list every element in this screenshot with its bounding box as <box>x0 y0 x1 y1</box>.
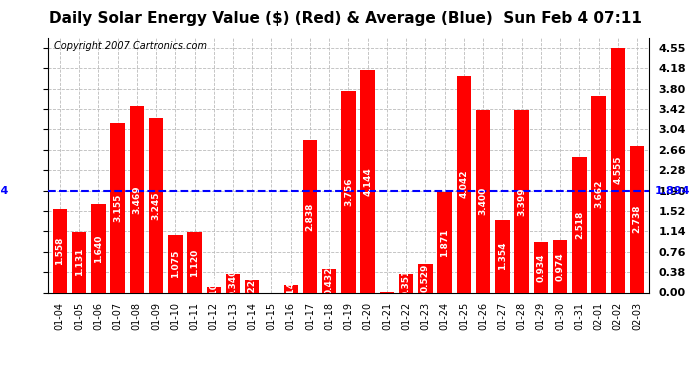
Bar <box>149 118 164 292</box>
Bar <box>322 269 337 292</box>
Bar <box>418 264 433 292</box>
Bar <box>110 123 125 292</box>
Text: 1.075: 1.075 <box>171 249 180 278</box>
Text: 2.738: 2.738 <box>633 205 642 233</box>
Bar <box>303 140 317 292</box>
Bar <box>572 158 586 292</box>
Text: 0.432: 0.432 <box>325 267 334 295</box>
Text: 1.131: 1.131 <box>75 248 83 276</box>
Text: 1.558: 1.558 <box>55 237 64 265</box>
Text: 1.354: 1.354 <box>498 242 507 270</box>
Text: Copyright 2007 Cartronics.com: Copyright 2007 Cartronics.com <box>55 41 207 51</box>
Bar <box>168 235 182 292</box>
Text: 3.155: 3.155 <box>113 194 122 222</box>
Text: 3.469: 3.469 <box>132 185 141 214</box>
Bar <box>187 232 201 292</box>
Bar <box>630 146 644 292</box>
Bar <box>515 110 529 292</box>
Text: 0.106: 0.106 <box>209 276 218 304</box>
Text: 2.518: 2.518 <box>575 211 584 239</box>
Bar <box>553 240 567 292</box>
Text: 1.871: 1.871 <box>440 228 449 256</box>
Bar <box>399 274 413 292</box>
Text: Daily Solar Energy Value ($) (Red) & Average (Blue)  Sun Feb 4 07:11: Daily Solar Energy Value ($) (Red) & Ave… <box>48 11 642 26</box>
Text: 4.144: 4.144 <box>363 167 372 196</box>
Text: 0.974: 0.974 <box>555 252 564 280</box>
Bar <box>437 192 452 292</box>
Text: 0.934: 0.934 <box>536 253 545 282</box>
Text: 3.400: 3.400 <box>479 187 488 215</box>
Text: 0.226: 0.226 <box>248 272 257 300</box>
Bar <box>284 285 298 292</box>
Text: 4.555: 4.555 <box>613 156 622 184</box>
Text: 3.399: 3.399 <box>517 187 526 216</box>
Text: 0.340: 0.340 <box>228 269 237 297</box>
Bar <box>245 280 259 292</box>
Text: 2.838: 2.838 <box>306 202 315 231</box>
Bar <box>226 274 240 292</box>
Text: 0.351: 0.351 <box>402 269 411 297</box>
Bar <box>342 91 355 292</box>
Bar <box>495 220 510 292</box>
Text: 3.756: 3.756 <box>344 177 353 206</box>
Text: 1.640: 1.640 <box>94 234 103 262</box>
Text: 3.662: 3.662 <box>594 180 603 209</box>
Text: 1.894: 1.894 <box>655 186 690 196</box>
Bar <box>91 204 106 292</box>
Bar <box>130 106 144 292</box>
Text: 1.120: 1.120 <box>190 248 199 276</box>
Text: 4.042: 4.042 <box>460 170 469 198</box>
Bar <box>457 75 471 292</box>
Bar <box>52 209 67 292</box>
Bar <box>72 232 86 292</box>
Bar <box>360 70 375 292</box>
Bar <box>206 287 221 292</box>
Text: 3.245: 3.245 <box>152 191 161 220</box>
Text: 0.529: 0.529 <box>421 264 430 292</box>
Text: 0.143: 0.143 <box>286 274 295 303</box>
Bar <box>533 242 548 292</box>
Bar <box>591 96 606 292</box>
Text: *1.894: *1.894 <box>0 186 9 196</box>
Bar <box>476 110 491 292</box>
Bar <box>611 48 625 292</box>
